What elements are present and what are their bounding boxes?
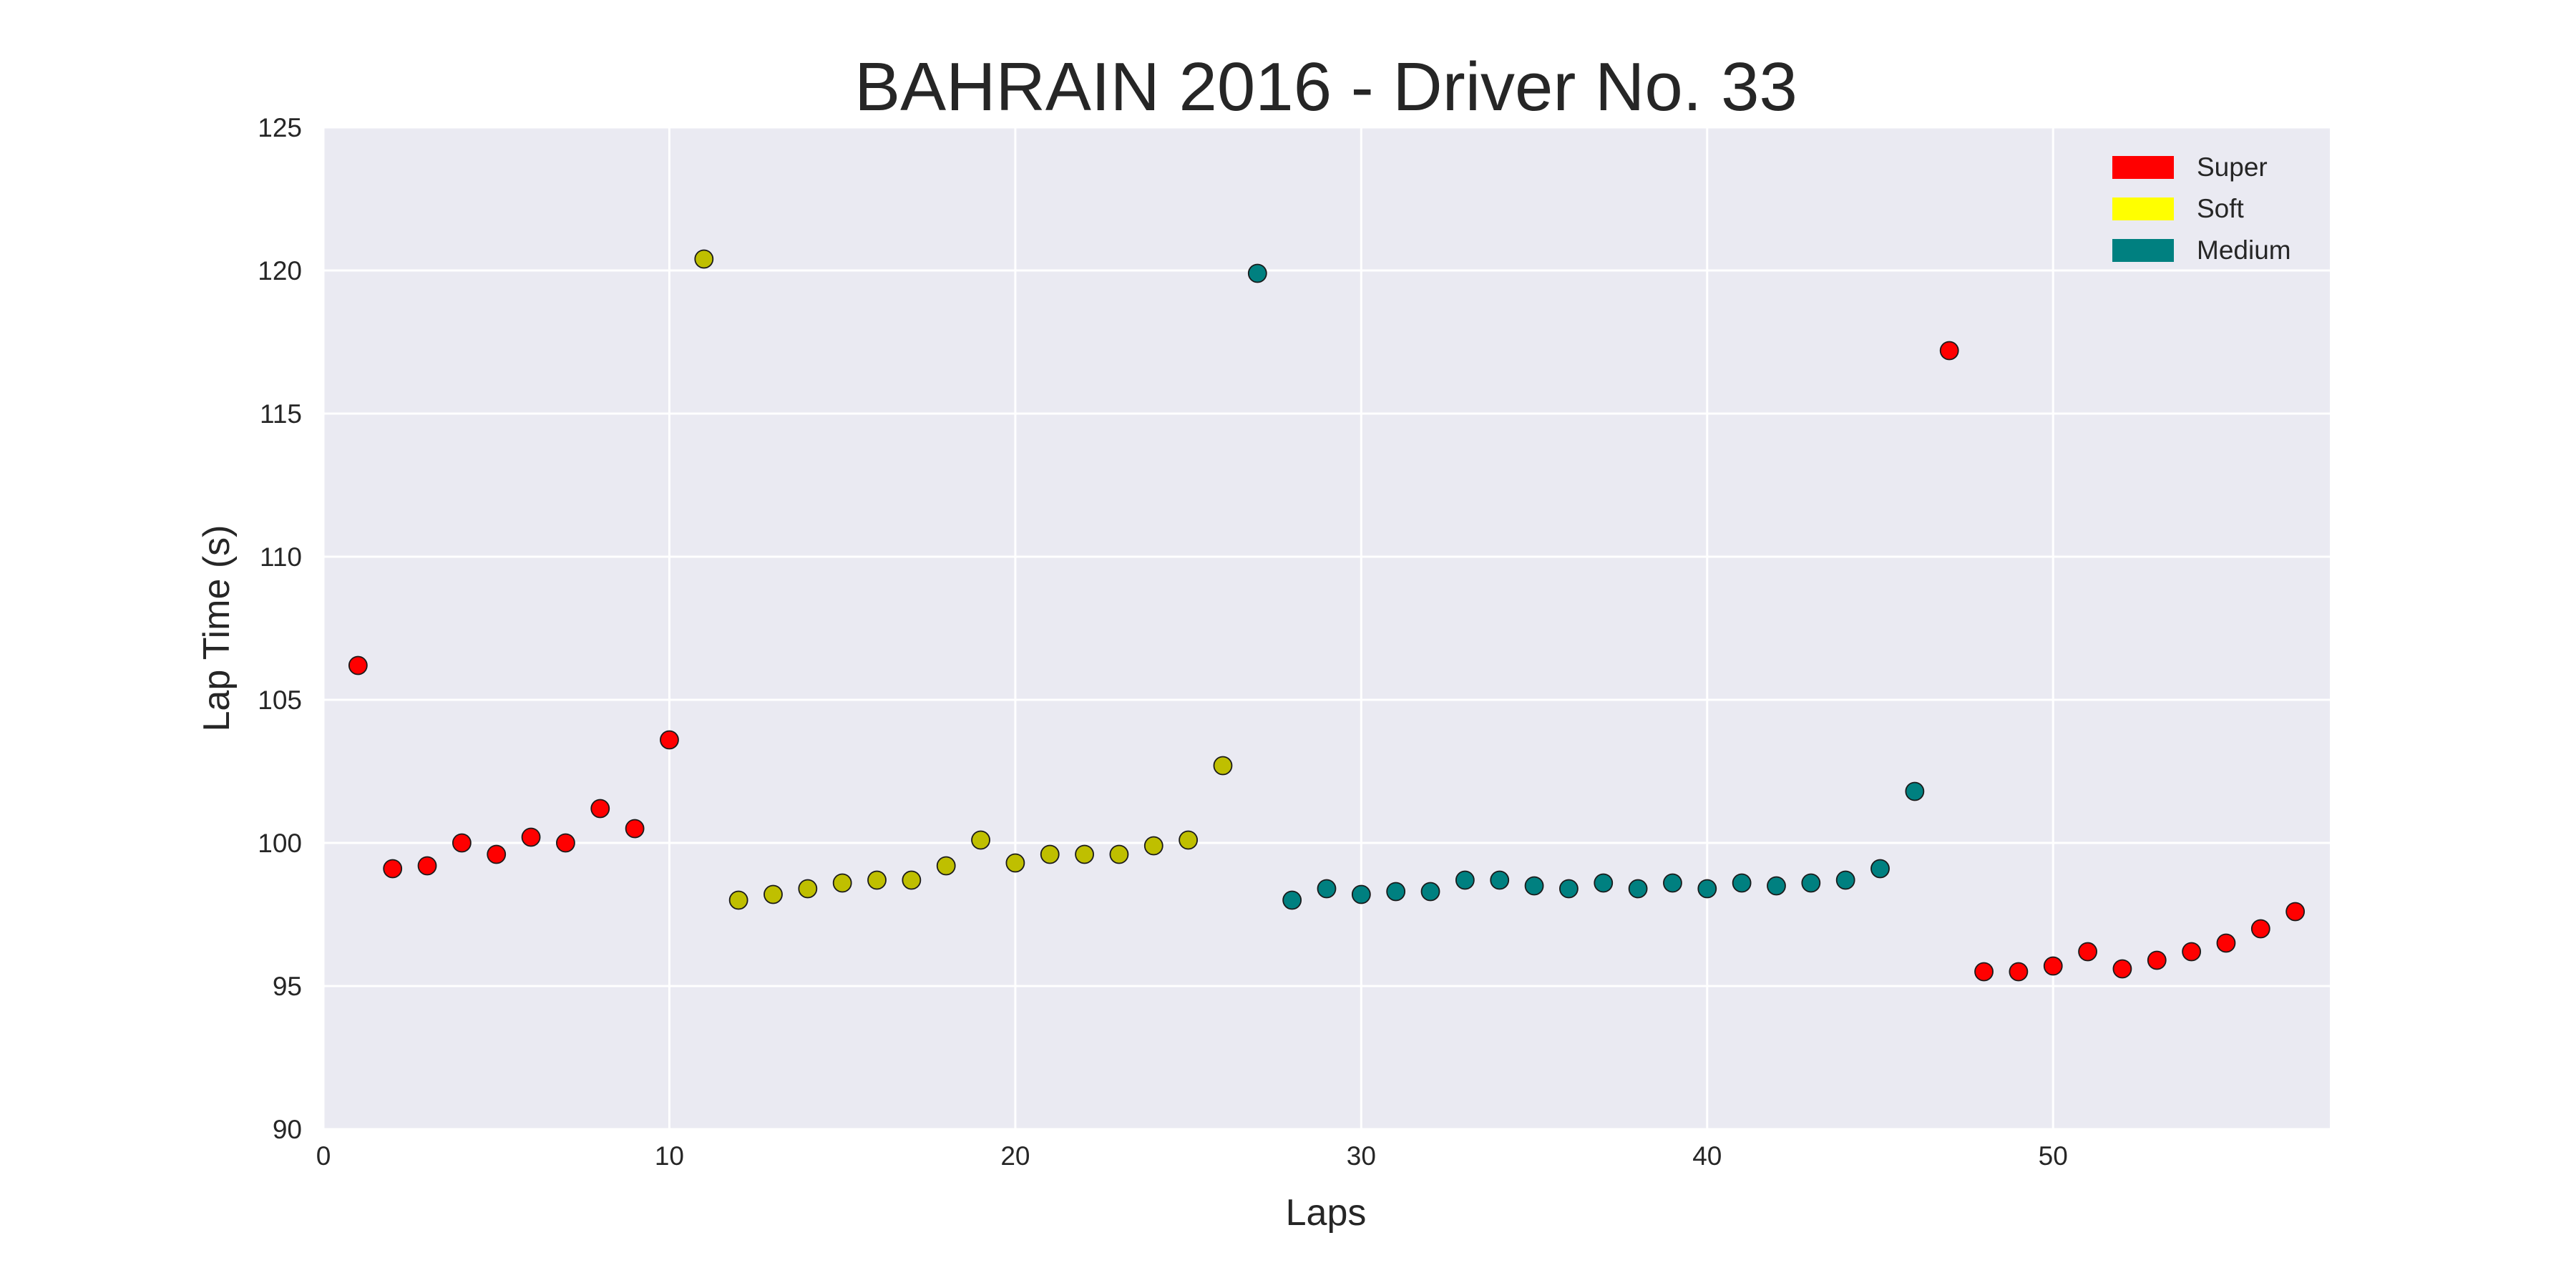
data-point-medium [1835, 870, 1855, 890]
y-tick-label: 95 [273, 972, 302, 1001]
y-tick-label: 105 [258, 686, 302, 715]
data-point-super [348, 655, 368, 675]
data-point-super [1974, 962, 1994, 982]
data-point-medium [1351, 884, 1371, 904]
x-tick-label: 0 [316, 1141, 331, 1171]
data-point-soft [902, 870, 922, 890]
data-point-super [660, 730, 679, 750]
data-point-super [521, 827, 541, 847]
data-point-soft [798, 879, 818, 899]
data-point-soft [971, 830, 990, 850]
data-point-soft [1109, 844, 1129, 864]
data-point-super [2182, 942, 2202, 962]
data-point-medium [1282, 890, 1302, 910]
data-point-super [2009, 962, 2029, 982]
data-point-soft [763, 884, 783, 904]
plot-area [323, 127, 2330, 1129]
data-point-super [2078, 942, 2097, 962]
data-point-super [487, 844, 507, 864]
data-points [348, 249, 2306, 982]
data-point-medium [1767, 876, 1786, 896]
data-point-super [2285, 902, 2306, 922]
data-point-soft [832, 873, 852, 893]
legend-label-soft: Soft [2197, 194, 2245, 223]
x-tick-label: 20 [1000, 1141, 1030, 1171]
legend-label-super: Super [2197, 152, 2268, 182]
data-point-super [556, 833, 575, 853]
data-point-medium [1455, 870, 1475, 890]
legend-label-medium: Medium [2197, 235, 2291, 265]
legend-swatch-super [2112, 156, 2174, 179]
y-tick-label: 100 [258, 829, 302, 858]
x-axis-ticks: 0 10 20 30 40 50 [316, 1141, 2068, 1171]
data-point-super [2043, 956, 2063, 976]
data-point-medium [1663, 873, 1682, 893]
data-point-medium [1524, 876, 1544, 896]
data-point-soft [1040, 844, 1060, 864]
legend: Super Soft Medium [2112, 152, 2291, 265]
data-point-medium [1905, 781, 1925, 801]
data-point-soft [728, 890, 748, 910]
data-point-soft [694, 249, 714, 269]
data-point-medium [1420, 882, 1440, 902]
data-point-super [383, 859, 403, 879]
data-point-medium [1317, 879, 1337, 899]
y-tick-label: 110 [260, 542, 302, 572]
data-point-super [2216, 933, 2236, 953]
x-tick-label: 30 [1347, 1141, 1376, 1171]
data-point-super [2147, 950, 2167, 970]
x-tick-label: 10 [655, 1141, 684, 1171]
data-point-super [625, 819, 645, 839]
y-axis-label: Lap Time (s) [196, 525, 238, 732]
data-point-medium [1490, 870, 1510, 890]
chart-title: BAHRAIN 2016 - Driver No. 33 [854, 49, 1797, 125]
y-tick-label: 125 [258, 113, 302, 142]
x-tick-label: 40 [1692, 1141, 1722, 1171]
data-point-soft [1143, 836, 1163, 856]
data-point-super [590, 799, 610, 819]
y-tick-label: 90 [273, 1115, 302, 1144]
data-point-super [452, 833, 472, 853]
y-tick-label: 120 [258, 256, 302, 286]
data-point-soft [1179, 830, 1199, 850]
legend-swatch-soft [2112, 197, 2174, 220]
data-point-medium [1801, 873, 1821, 893]
data-point-medium [1386, 882, 1406, 902]
legend-swatch-medium [2112, 239, 2174, 262]
data-point-soft [1005, 853, 1025, 873]
y-tick-label: 115 [260, 399, 302, 429]
data-point-super [417, 856, 437, 876]
data-point-medium [1247, 263, 1267, 283]
x-tick-label: 50 [2039, 1141, 2068, 1171]
data-point-medium [1559, 879, 1579, 899]
data-point-super [2250, 919, 2270, 939]
data-point-soft [867, 870, 887, 890]
data-point-soft [1075, 844, 1094, 864]
data-point-medium [1628, 879, 1648, 899]
data-point-super [1939, 341, 1959, 361]
data-point-soft [936, 856, 956, 876]
x-axis-label: Laps [1286, 1192, 1367, 1234]
data-point-medium [1594, 873, 1614, 893]
data-point-medium [1732, 873, 1752, 893]
data-point-medium [1697, 879, 1717, 899]
data-point-soft [1213, 756, 1233, 776]
data-point-super [2112, 959, 2132, 979]
data-point-medium [1870, 859, 1890, 879]
y-axis-ticks: 90 95 100 105 110 115 120 125 [258, 113, 302, 1144]
